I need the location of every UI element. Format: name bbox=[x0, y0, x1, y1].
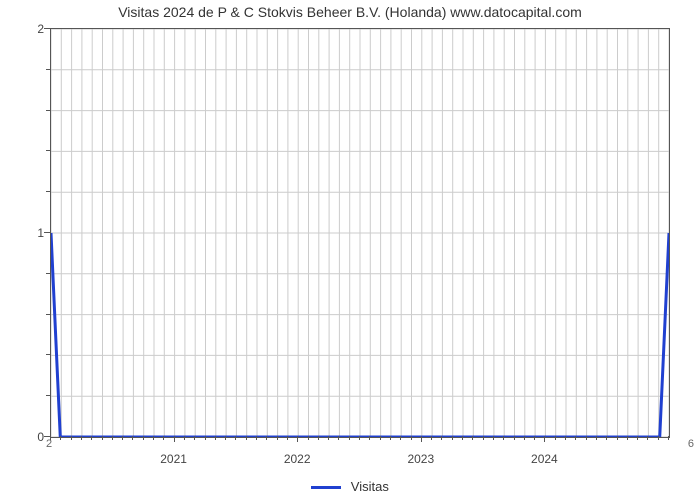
legend-swatch bbox=[311, 486, 341, 489]
chart-container: Visitas 2024 de P & C Stokvis Beheer B.V… bbox=[0, 0, 700, 500]
right-marker-top: 6 bbox=[688, 438, 694, 450]
y-tick-0: 0 bbox=[10, 430, 44, 444]
gridlines bbox=[51, 29, 669, 437]
x-tick-2024: 2024 bbox=[531, 452, 558, 466]
plot-svg bbox=[51, 29, 669, 437]
x-tick-2023: 2023 bbox=[407, 452, 434, 466]
legend: Visitas bbox=[0, 479, 700, 494]
legend-label: Visitas bbox=[351, 479, 389, 494]
y-tick-2: 2 bbox=[10, 22, 44, 36]
chart-title: Visitas 2024 de P & C Stokvis Beheer B.V… bbox=[0, 4, 700, 20]
y-tick-1: 1 bbox=[10, 226, 44, 240]
x-tick-2022: 2022 bbox=[284, 452, 311, 466]
x-tick-2021: 2021 bbox=[160, 452, 187, 466]
plot-area bbox=[50, 28, 670, 438]
